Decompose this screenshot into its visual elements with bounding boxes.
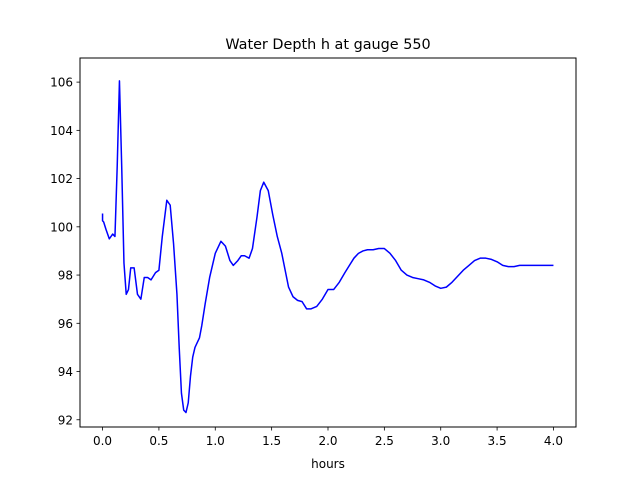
y-tick-label: 98	[58, 269, 73, 283]
x-tick-label: 4.0	[544, 434, 563, 448]
x-tick-label: 0.0	[93, 434, 112, 448]
x-tick-label: 3.0	[431, 434, 450, 448]
x-tick-label: 3.5	[488, 434, 507, 448]
x-tick-label: 2.0	[318, 434, 337, 448]
y-tick-label: 102	[50, 172, 73, 186]
x-tick-label: 2.5	[375, 434, 394, 448]
y-tick-label: 106	[50, 76, 73, 90]
y-tick-label: 100	[50, 220, 73, 234]
y-tick-label: 92	[58, 413, 73, 427]
x-tick-label: 1.0	[206, 434, 225, 448]
x-axis: 0.0 0.5 1.0 1.5 2.0 2.5 3.0 3.5 4.0	[93, 427, 563, 448]
y-tick-label: 96	[58, 317, 73, 331]
plot-area	[101, 80, 554, 414]
x-axis-title: hours	[311, 457, 345, 471]
y-tick-label: 94	[58, 365, 73, 379]
x-tick-label: 1.5	[262, 434, 281, 448]
y-axis: 92 94 96 98 100 102 104 106	[50, 76, 80, 427]
x-tick-label: 0.5	[149, 434, 168, 448]
series-line	[101, 80, 554, 414]
y-tick-label: 104	[50, 124, 73, 138]
chart-title: Water Depth h at gauge 550	[225, 37, 430, 53]
